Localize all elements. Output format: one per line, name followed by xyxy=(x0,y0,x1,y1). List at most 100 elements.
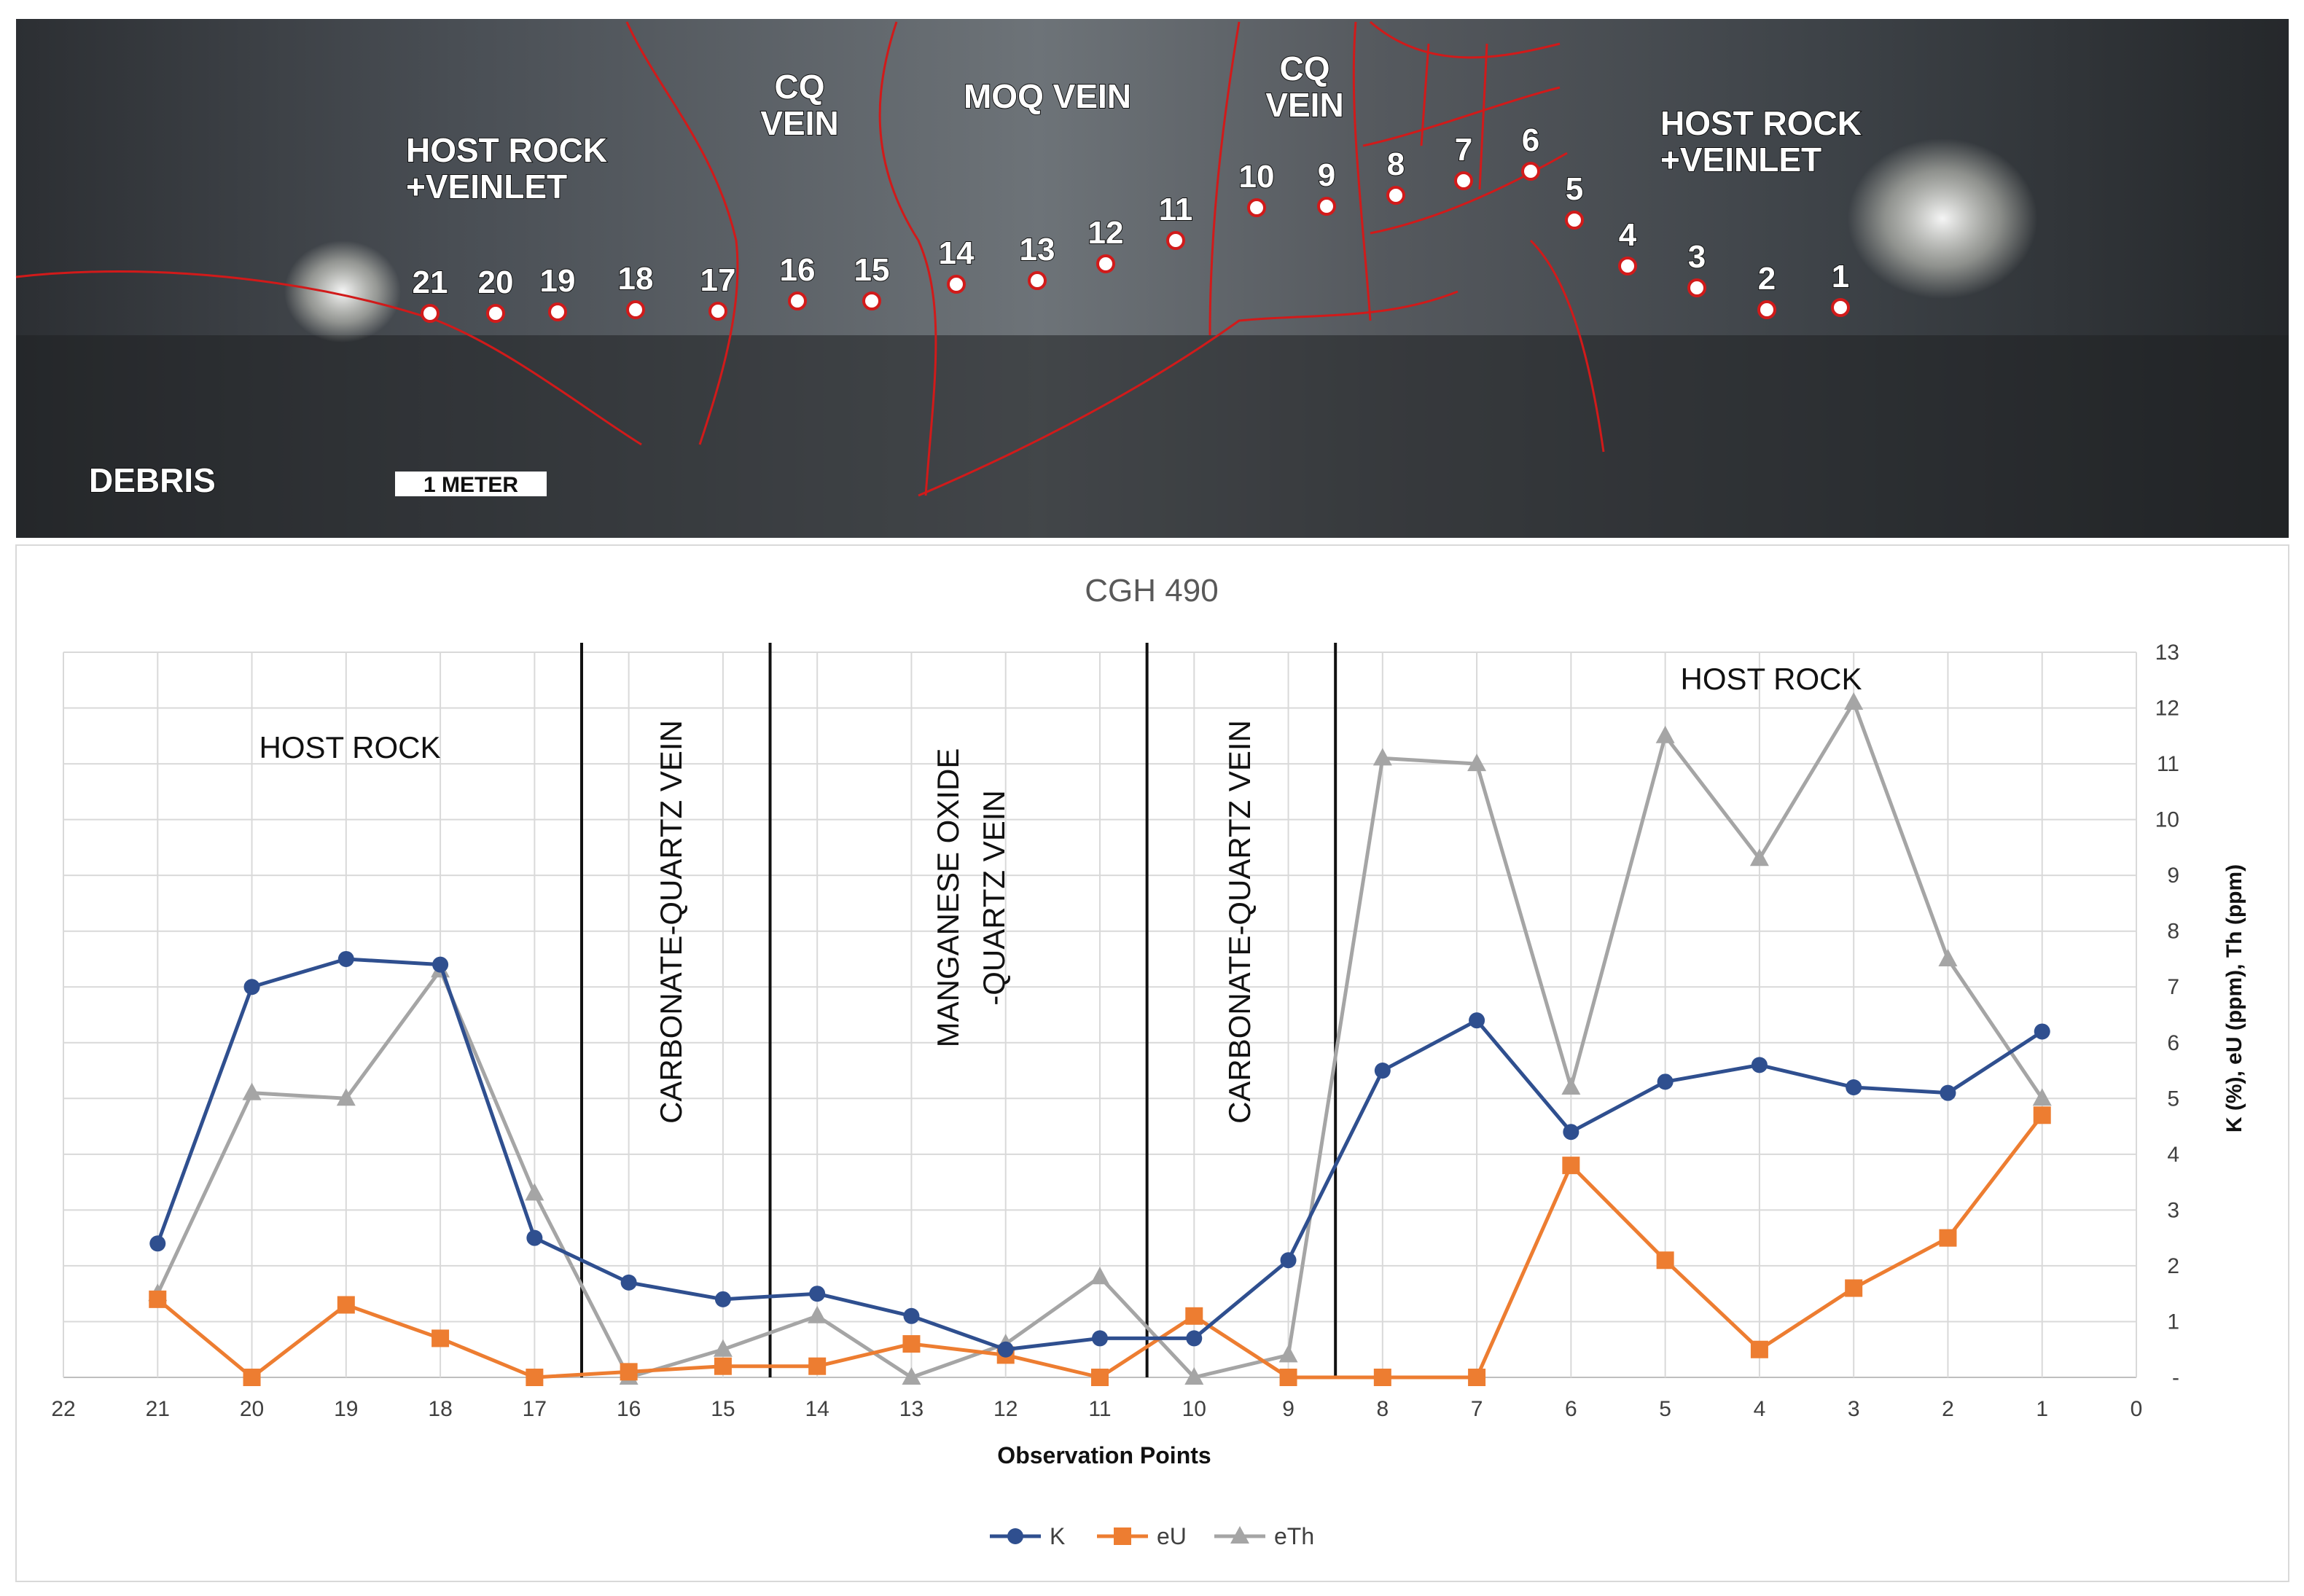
data-point-eTh xyxy=(2032,1088,2052,1106)
photo-point-marker xyxy=(1757,300,1776,319)
data-point-K xyxy=(1846,1079,1862,1095)
data-point-eU xyxy=(337,1296,355,1314)
photo-point-marker xyxy=(788,292,807,310)
x-tick-label: 10 xyxy=(1182,1397,1206,1421)
photo-point-label: 21 xyxy=(413,265,448,300)
legend-label: K xyxy=(1050,1523,1065,1549)
data-point-eTh xyxy=(1938,948,1958,966)
data-point-K xyxy=(526,1229,543,1246)
data-point-eTh xyxy=(1230,1526,1249,1544)
data-point-eU xyxy=(149,1290,167,1308)
photo-point-marker xyxy=(1166,231,1185,250)
photo-point-label: 2 xyxy=(1758,261,1776,297)
label-moq-vein: MOQ VEIN xyxy=(964,77,1131,115)
photo-point-label: 5 xyxy=(1566,171,1583,207)
data-point-K xyxy=(903,1307,920,1324)
legend-label: eU xyxy=(1157,1523,1187,1549)
data-point-K xyxy=(1007,1528,1023,1544)
photo-point-marker xyxy=(1565,211,1584,230)
data-point-K xyxy=(714,1291,731,1307)
zone-label-mn-line2: -QUARTZ VEIN xyxy=(977,790,1011,1006)
y-tick-label: 1 xyxy=(2167,1310,2179,1334)
data-point-eTh xyxy=(1090,1267,1109,1285)
data-point-eU xyxy=(1373,1369,1391,1386)
data-point-K xyxy=(1469,1012,1485,1029)
y-tick-label: 3 xyxy=(2167,1198,2179,1222)
data-point-K xyxy=(1940,1084,1956,1101)
label-cq-right: CQ xyxy=(1280,50,1330,87)
x-tick-label: 6 xyxy=(1565,1397,1577,1421)
photo-floor-shade xyxy=(16,335,2289,538)
data-point-eTh xyxy=(713,1339,733,1357)
photo-point-marker xyxy=(1386,186,1405,205)
data-point-eTh xyxy=(242,1082,262,1100)
y-axis-label: K (%), eU (ppm), Th (ppm) xyxy=(2222,864,2246,1133)
x-tick-label: 20 xyxy=(240,1397,264,1421)
data-point-eTh xyxy=(1844,692,1864,710)
data-point-K xyxy=(149,1235,166,1252)
y-tick-label: 4 xyxy=(2167,1143,2179,1167)
data-point-eU xyxy=(1185,1307,1203,1325)
label-host-rock-left: HOST ROCK xyxy=(406,131,607,169)
chart-title: CGH 490 xyxy=(1085,573,1218,609)
data-point-K xyxy=(1186,1330,1203,1347)
zone-labels: HOST ROCK CARBONATE-QUARTZ VEIN MANGANES… xyxy=(259,662,1862,1124)
photo-point-label: 4 xyxy=(1619,217,1637,253)
legend-item-K: K xyxy=(990,1523,1065,1549)
data-point-eTh xyxy=(1372,748,1392,766)
photo-point-label: 17 xyxy=(700,262,736,298)
y-tick-label: 6 xyxy=(2167,1031,2179,1055)
data-point-eTh xyxy=(808,1305,827,1323)
photo-point-marker xyxy=(1454,171,1473,190)
zone-boundary-lines xyxy=(580,643,1338,1377)
photo-point-label: 19 xyxy=(540,263,576,299)
photo-point-label: 13 xyxy=(1020,232,1055,267)
photo-point-marker xyxy=(626,300,645,319)
photo-point-label: 16 xyxy=(780,252,816,288)
data-point-eTh xyxy=(1278,1345,1298,1363)
photo-point-label: 1 xyxy=(1832,259,1849,294)
scale-bar-label: 1 METER xyxy=(423,473,518,497)
data-point-K xyxy=(1374,1063,1391,1079)
data-point-eU xyxy=(1750,1340,1768,1358)
y-tick-label: 5 xyxy=(2167,1087,2179,1111)
photo-point-marker xyxy=(1521,162,1540,181)
photo-point-label: 3 xyxy=(1688,239,1706,275)
zone-label-cq-left: CARBONATE-QUARTZ VEIN xyxy=(654,720,688,1124)
photo-point-marker xyxy=(548,302,567,321)
data-point-eU xyxy=(1562,1157,1580,1175)
data-point-K xyxy=(1563,1124,1579,1141)
photo-point-label: 18 xyxy=(618,261,654,297)
x-tick-label: 19 xyxy=(334,1397,358,1421)
data-point-eU xyxy=(1468,1369,1486,1386)
x-tick-label: 4 xyxy=(1754,1397,1766,1421)
data-point-eU xyxy=(1656,1251,1674,1270)
data-point-eU xyxy=(620,1363,638,1381)
data-point-eTh xyxy=(525,1183,544,1201)
photo-point-label: 7 xyxy=(1455,132,1472,168)
photo-point-marker xyxy=(947,275,966,294)
data-point-eU xyxy=(1939,1229,1957,1247)
photo-point-marker xyxy=(486,304,505,323)
x-tick-label: 15 xyxy=(711,1397,735,1421)
photo-point-label: 9 xyxy=(1318,157,1335,193)
label-debris: DEBRIS xyxy=(89,461,216,499)
photo-point-marker xyxy=(862,292,881,310)
data-point-eTh xyxy=(1749,848,1769,867)
data-point-eU xyxy=(1279,1369,1297,1386)
label-host-rock-right: HOST ROCK xyxy=(1660,104,1862,142)
data-point-K xyxy=(1751,1057,1768,1073)
outcrop-photo: HOST ROCK +VEINLET CQ VEIN MOQ VEIN CQ V… xyxy=(15,19,2289,538)
data-point-eTh xyxy=(1561,1077,1581,1095)
photo-point-marker xyxy=(1618,257,1637,275)
data-point-K xyxy=(243,979,260,995)
photo-point-marker xyxy=(421,304,440,323)
chart-gridlines xyxy=(63,652,2137,1378)
photo-point-marker xyxy=(1247,198,1266,217)
data-point-eU xyxy=(243,1369,261,1386)
x-tick-label: 2 xyxy=(1942,1397,1954,1421)
label-vein-right: VEIN xyxy=(1265,86,1343,124)
